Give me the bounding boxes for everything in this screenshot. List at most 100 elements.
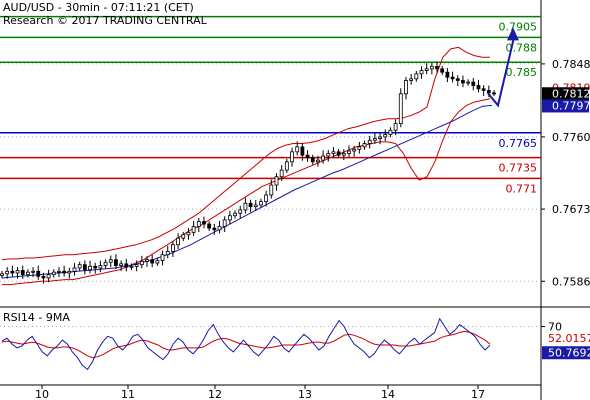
rsi-value-box <box>542 346 590 360</box>
candle-body <box>450 76 455 80</box>
candle-body <box>212 227 217 231</box>
candle-body <box>145 259 149 262</box>
candle-body <box>300 146 305 156</box>
candle-body <box>357 146 362 150</box>
candle-body <box>461 80 465 84</box>
candle-body <box>409 78 414 81</box>
level-label: 0.7735 <box>499 162 538 175</box>
candle-body <box>429 65 434 70</box>
forecast-arrow <box>487 27 519 108</box>
candle-body <box>471 81 476 86</box>
candle-body <box>238 209 243 214</box>
candle-body <box>383 134 388 138</box>
rsi-value-label: 52.0157 <box>548 332 590 345</box>
price-tag-label: 0.77979 <box>552 99 590 112</box>
candlesticks <box>0 61 496 284</box>
price-tick-label: 0.7586 <box>552 275 590 288</box>
time-tick-label: 12 <box>208 388 222 400</box>
price-tag-box <box>542 87 589 101</box>
candle-body <box>103 261 108 266</box>
candle-body <box>93 265 98 269</box>
candle-body <box>424 68 429 71</box>
candle-body <box>269 184 274 196</box>
price-tick-label: 0.7760 <box>552 131 590 144</box>
candle-body <box>414 73 419 80</box>
candle-body <box>393 123 398 131</box>
candle-body <box>486 90 491 94</box>
forecast-path <box>487 37 515 108</box>
candle-body <box>134 264 139 267</box>
candle-body <box>476 85 481 90</box>
candle-body <box>295 146 300 153</box>
candle-body <box>290 151 294 163</box>
candle-body <box>41 275 46 279</box>
candle-body <box>15 270 20 274</box>
candle-body <box>36 270 41 277</box>
candle-body <box>186 231 191 236</box>
candle-body <box>129 265 134 268</box>
candle-body <box>259 201 263 206</box>
candle-body <box>72 267 77 272</box>
candle-body <box>191 226 196 233</box>
candle-body <box>347 150 351 154</box>
candle-body <box>82 264 87 271</box>
candle-body <box>341 153 346 156</box>
candle-body <box>227 215 232 221</box>
candle-body <box>455 78 460 81</box>
time-tick-label: 10 <box>35 388 49 400</box>
candle-body <box>284 161 289 171</box>
candle-body <box>352 148 357 152</box>
candle-body <box>196 221 201 227</box>
candle-body <box>419 70 424 75</box>
candle-body <box>222 219 227 227</box>
rsi-value-label: 50.7692 <box>548 346 590 359</box>
candle-body <box>10 270 15 274</box>
candle-body <box>108 259 113 263</box>
level-label: 0.788 <box>506 41 538 54</box>
candle-body <box>398 93 403 125</box>
rsi-line <box>1 317 491 371</box>
candle-body <box>388 129 393 135</box>
chart-title: AUD/USD - 30min - 07:11:21 (CET) <box>3 1 194 14</box>
candle-body <box>155 260 160 264</box>
candle-body <box>378 136 382 139</box>
price-tick-label: 0.7848 <box>552 58 590 71</box>
time-tick-label: 17 <box>471 388 485 400</box>
candle-body <box>243 202 248 211</box>
candle-body <box>181 234 186 239</box>
rsi-tick-label: 70 <box>548 321 562 334</box>
candle-body <box>445 71 450 78</box>
price-tag-box <box>542 99 589 113</box>
bollinger-lower-line <box>2 98 491 286</box>
candle-body <box>57 270 61 273</box>
candle-body <box>119 263 124 266</box>
time-tick-label: 13 <box>298 388 312 400</box>
candle-body <box>367 139 372 144</box>
candle-body <box>67 270 72 274</box>
candle-body <box>51 271 56 276</box>
time-tick-label: 11 <box>121 388 135 400</box>
candle-body <box>31 270 35 273</box>
rsi-panel-label: RSI14 - 9MA <box>3 311 70 324</box>
candle-body <box>404 80 408 95</box>
candle-body <box>46 274 51 279</box>
candle-body <box>481 88 486 91</box>
level-label: 0.7765 <box>499 137 538 150</box>
candle-body <box>326 153 331 157</box>
candle-body <box>466 81 471 84</box>
candle-body <box>233 212 237 217</box>
time-axis: 10 11 12 13 14 17 <box>35 385 485 400</box>
time-tick-label: 14 <box>381 388 395 400</box>
candle-body <box>98 265 103 269</box>
candle-body <box>321 155 325 161</box>
forecast-arrow-head <box>507 27 519 41</box>
candle-body <box>331 151 336 154</box>
candle-body <box>316 159 320 163</box>
level-lines: 0.7905 0.788 0.785 0.7765 0.7735 0.771 <box>0 15 541 195</box>
level-label: 0.785 <box>506 66 538 79</box>
candle-body <box>176 237 180 246</box>
candle-body <box>5 270 10 275</box>
candle-body <box>440 68 445 73</box>
